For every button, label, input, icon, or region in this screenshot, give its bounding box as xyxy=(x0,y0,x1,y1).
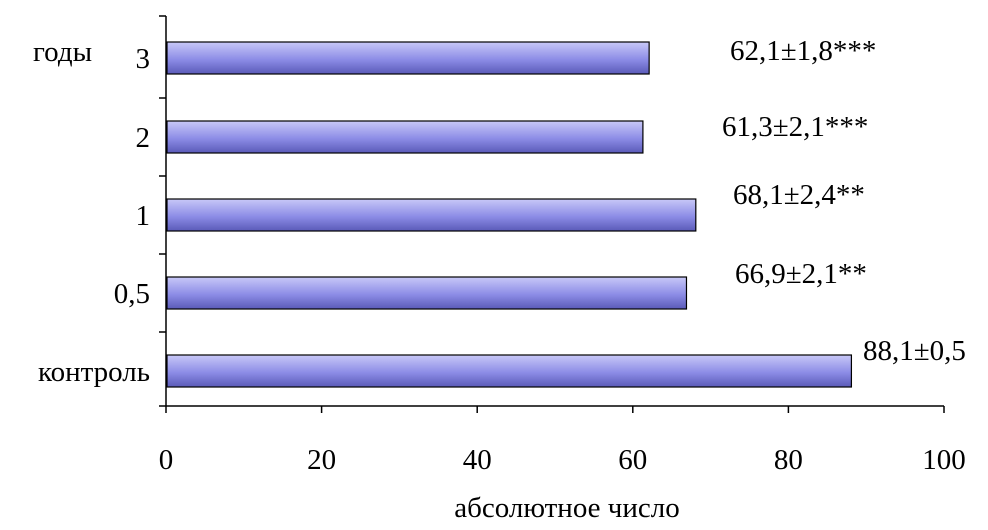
data-label: 68,1±2,4** xyxy=(733,179,865,211)
x-tick-label: 100 xyxy=(922,444,966,476)
category-label: 1 xyxy=(136,200,151,232)
x-axis-title: абсолютное число xyxy=(454,492,680,524)
bars xyxy=(166,41,853,388)
x-tick-label: 0 xyxy=(159,444,174,476)
axes xyxy=(159,15,945,413)
category-label: 0,5 xyxy=(114,278,150,310)
category-label: 2 xyxy=(136,122,151,154)
x-tick-label: 20 xyxy=(307,444,336,476)
bar xyxy=(166,120,644,154)
category-label: контроль xyxy=(38,356,150,388)
bar xyxy=(166,41,650,75)
category-label: 3 xyxy=(136,43,151,75)
data-label: 61,3±2,1*** xyxy=(722,111,868,143)
data-label: 88,1±0,5 xyxy=(863,335,966,367)
data-label: 62,1±1,8*** xyxy=(730,35,876,67)
bar xyxy=(166,354,853,388)
x-tick-label: 40 xyxy=(463,444,492,476)
bar xyxy=(166,198,697,232)
bar xyxy=(166,276,688,310)
x-tick-label: 60 xyxy=(618,444,647,476)
labels: годы абсолютное число 0 20 40 60 80 100 контро… xyxy=(33,35,966,524)
y-axis-unit-label: годы xyxy=(33,36,92,68)
data-label: 66,9±2,1** xyxy=(735,258,867,290)
x-tick-label: 80 xyxy=(774,444,803,476)
